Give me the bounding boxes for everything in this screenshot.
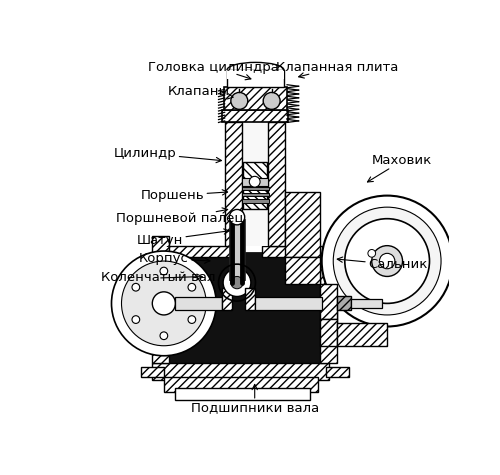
Bar [262,246,322,257]
Circle shape [231,276,243,289]
Bar [227,70,284,87]
Text: Цилиндр: Цилиндр [114,147,222,163]
Bar [169,252,320,363]
Circle shape [188,284,196,291]
Text: Сальник: Сальник [338,257,428,271]
Polygon shape [230,218,244,280]
Circle shape [263,93,280,109]
Bar [242,187,268,190]
Bar [337,296,351,310]
Bar [284,192,320,257]
Circle shape [188,316,196,323]
Circle shape [112,251,216,356]
Bar [242,193,268,196]
Circle shape [250,176,260,187]
Text: Коленчатый вал: Коленчатый вал [100,272,215,285]
Bar [244,288,256,310]
Bar [351,299,382,308]
Bar [243,162,267,209]
Circle shape [223,269,251,296]
Bar [164,377,318,392]
Bar [256,297,322,310]
Bar [242,178,268,186]
Bar [152,363,330,380]
Bar [227,70,284,78]
Text: Клапаны: Клапаны [168,85,233,99]
Bar [222,110,288,123]
Bar [169,246,231,257]
Bar [320,284,337,319]
Circle shape [160,332,168,340]
Bar [242,123,268,246]
Text: Клапанная плита: Клапанная плита [276,60,398,78]
Circle shape [160,267,168,275]
Text: Корпус: Корпус [139,252,210,265]
Circle shape [345,218,430,304]
Bar [242,200,268,202]
Bar [176,297,222,310]
Circle shape [231,93,248,109]
Circle shape [322,196,452,326]
Bar [224,87,287,110]
Circle shape [334,207,441,315]
Circle shape [372,246,402,276]
Bar [141,367,164,377]
Text: Шатун: Шатун [137,229,229,247]
Bar [284,257,320,284]
Text: Поршень: Поршень [141,189,228,202]
Bar [320,319,337,346]
Circle shape [152,292,176,315]
Text: Маховик: Маховик [368,154,432,182]
Bar [326,367,348,377]
Circle shape [132,316,140,323]
Bar [226,123,242,246]
Text: Поршневой палец: Поршневой палец [116,208,244,225]
Circle shape [230,209,244,225]
Bar [222,288,232,310]
Circle shape [368,249,376,257]
Bar [176,388,310,399]
Bar [152,237,169,363]
Circle shape [380,253,395,269]
Bar [268,123,284,246]
Bar [320,252,337,363]
Circle shape [122,261,206,346]
Bar [337,323,387,346]
Text: Подшипники вала: Подшипники вала [190,384,319,414]
Circle shape [132,284,140,291]
Text: Головка цилиндра: Головка цилиндра [148,60,280,80]
